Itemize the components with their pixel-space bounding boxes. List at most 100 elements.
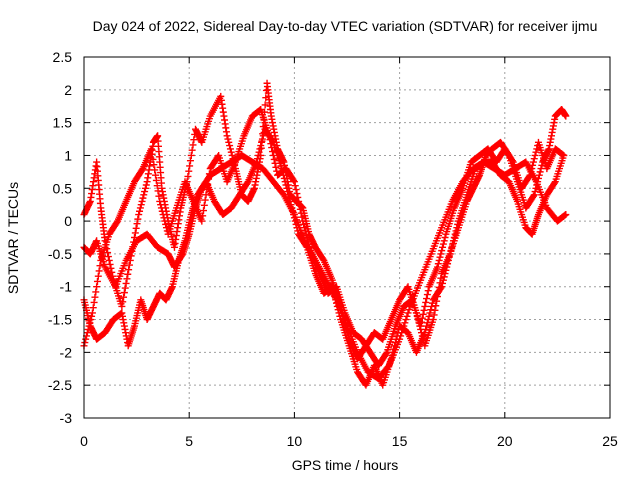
data-point: [452, 227, 460, 235]
data-point: [405, 306, 413, 314]
data-point: [423, 322, 431, 330]
data-point: [387, 355, 395, 363]
data-point: [133, 220, 141, 228]
data-point: [562, 211, 570, 219]
data-point: [298, 213, 306, 221]
data-point: [439, 243, 447, 251]
data-point: [424, 287, 432, 295]
data-point: [418, 314, 426, 322]
data-point: [126, 256, 134, 264]
data-point: [161, 217, 169, 225]
data-point: [450, 234, 458, 241]
data-point: [451, 230, 459, 238]
data-point: [537, 165, 545, 173]
data-point: [290, 211, 298, 219]
data-point: [205, 170, 213, 178]
data-point: [423, 319, 431, 327]
data-point: [266, 136, 274, 144]
data-point: [147, 145, 155, 153]
data-point: [529, 158, 537, 166]
y-tick-label: -0.5: [48, 246, 72, 262]
data-point: [433, 263, 441, 271]
data-point: [285, 191, 293, 199]
data-point: [190, 136, 198, 144]
data-point: [269, 148, 277, 156]
data-point: [402, 316, 410, 324]
data-point: [131, 229, 139, 237]
data-point: [527, 168, 535, 176]
data-point: [434, 260, 442, 268]
data-point: [82, 335, 90, 343]
data-point: [442, 266, 450, 274]
data-point: [267, 140, 275, 148]
data-point: [530, 155, 538, 163]
data-point: [92, 288, 100, 296]
data-point: [306, 247, 314, 255]
data-point: [439, 240, 447, 248]
data-point: [270, 155, 278, 163]
data-point: [124, 270, 132, 278]
data-point: [404, 309, 412, 317]
data-point: [109, 272, 117, 280]
data-point: [256, 145, 264, 153]
data-point: [93, 277, 101, 285]
data-point: [401, 319, 409, 327]
y-tick-label: 0: [64, 213, 72, 229]
data-point: [271, 159, 279, 167]
data-point: [199, 212, 207, 220]
data-point: [447, 247, 455, 255]
y-tick-label: -1.5: [48, 312, 72, 328]
data-point: [531, 151, 539, 159]
data-point: [96, 262, 104, 270]
data-point: [441, 234, 449, 241]
data-point: [533, 145, 541, 153]
data-point: [281, 178, 289, 186]
data-point: [420, 306, 428, 314]
series-track-c: [80, 125, 568, 389]
data-point: [532, 184, 540, 192]
y-tick-label: -2.5: [48, 377, 72, 393]
data-point: [293, 224, 301, 232]
data-point: [138, 197, 146, 205]
data-point: [129, 243, 137, 251]
data-point: [253, 155, 261, 163]
data-point: [306, 243, 314, 251]
x-tick-label: 0: [80, 433, 88, 449]
data-point: [85, 322, 93, 330]
data-point: [437, 284, 445, 292]
data-point: [203, 186, 211, 194]
data-point: [120, 293, 128, 301]
data-point: [253, 158, 261, 166]
data-point: [530, 191, 538, 199]
data-point: [122, 279, 130, 287]
data-point: [162, 220, 170, 228]
data-point: [81, 339, 89, 347]
data-point: [391, 342, 399, 350]
data-point: [534, 178, 542, 186]
grid-lines: [84, 57, 610, 418]
y-tick-label: 1: [64, 147, 72, 163]
data-point: [258, 135, 266, 143]
data-point: [449, 237, 457, 245]
data-point: [200, 201, 208, 209]
data-point: [382, 350, 390, 358]
data-point: [130, 234, 138, 241]
data-point: [444, 260, 452, 268]
data-point: [560, 151, 568, 159]
data-point: [91, 293, 99, 301]
data-point: [292, 220, 300, 228]
data-point: [440, 273, 448, 281]
data-point: [184, 172, 192, 180]
data-point: [148, 150, 156, 158]
data-point: [528, 165, 536, 173]
data-point: [186, 157, 194, 165]
data-point: [562, 112, 570, 120]
data-point: [417, 318, 425, 326]
data-point: [119, 298, 127, 306]
data-point: [120, 289, 128, 297]
data-point: [153, 182, 161, 190]
data-point: [536, 168, 544, 176]
data-point: [446, 250, 454, 258]
data-point: [223, 132, 231, 140]
